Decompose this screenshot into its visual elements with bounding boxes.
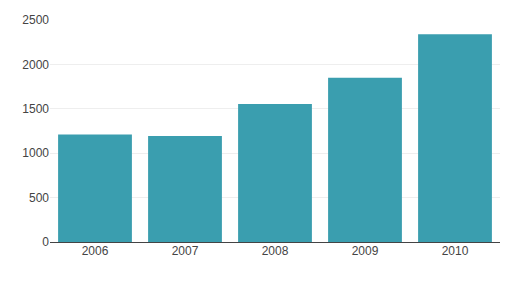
svg-text:2009: 2009 [352,244,379,258]
svg-text:1000: 1000 [22,146,49,160]
svg-text:1500: 1500 [22,102,49,116]
svg-text:2010: 2010 [442,244,469,258]
svg-text:2006: 2006 [82,244,109,258]
svg-text:2008: 2008 [262,244,289,258]
svg-text:0: 0 [42,235,49,249]
svg-text:500: 500 [29,191,49,205]
svg-text:2007: 2007 [172,244,199,258]
svg-text:2500: 2500 [22,13,49,27]
svg-text:2000: 2000 [22,58,49,72]
